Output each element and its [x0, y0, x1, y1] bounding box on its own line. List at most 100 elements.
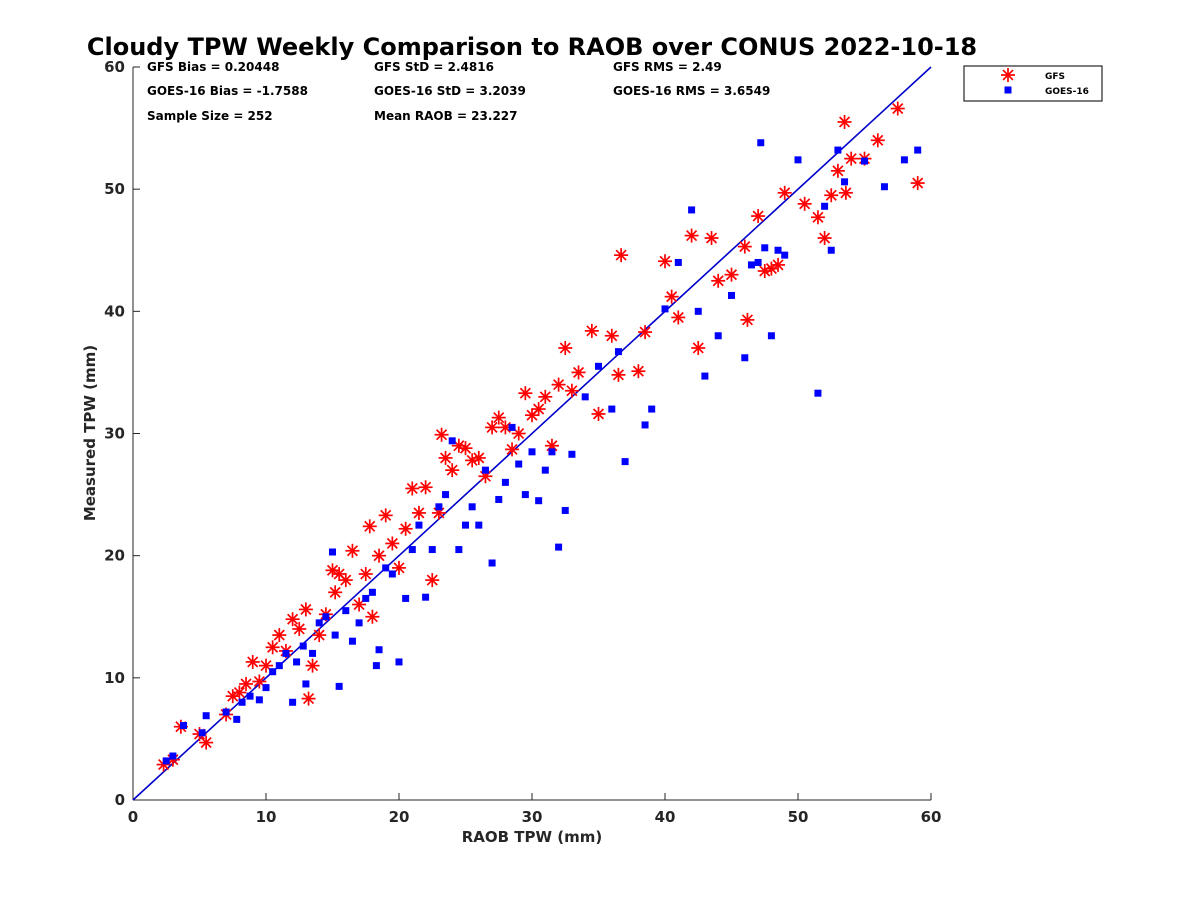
gfs-point — [345, 543, 360, 558]
goes16-point — [309, 649, 317, 657]
gfs-point — [385, 536, 400, 551]
y-axis-label: Measured TPW (mm) — [81, 345, 99, 521]
gfs-point — [365, 609, 380, 624]
goes16-point — [501, 478, 509, 486]
goes16-point — [222, 708, 230, 716]
goes16-point — [767, 332, 775, 340]
gfs-point — [434, 427, 449, 442]
goes16-point — [246, 692, 254, 700]
goes16-point — [238, 698, 246, 706]
goes16-point — [508, 423, 516, 431]
goes16-point — [648, 405, 656, 413]
goes16-point — [395, 658, 403, 666]
goes16-point — [322, 613, 330, 621]
gfs-point — [684, 228, 699, 243]
gfs-point — [265, 640, 280, 655]
y-tick-label: 10 — [104, 669, 125, 687]
gfs-point — [658, 254, 672, 269]
gfs-point — [724, 267, 739, 282]
goes16-point — [408, 546, 416, 554]
goes16-point — [515, 460, 523, 468]
goes16-point — [293, 658, 301, 666]
gfs-point — [328, 585, 343, 600]
gfs-point — [711, 273, 726, 288]
goes16-point — [302, 680, 310, 688]
x-tick-label: 0 — [128, 808, 138, 826]
gfs-point — [531, 402, 546, 417]
gfs-point — [584, 323, 599, 338]
goes-std-text: GOES-16 StD = 3.2039 — [374, 84, 526, 98]
goes16-point — [335, 682, 343, 690]
y-tick-label: 0 — [115, 791, 125, 809]
goes16-point — [841, 178, 849, 186]
goes16-point — [388, 570, 396, 578]
goes16-point — [541, 466, 549, 474]
gfs-point — [292, 621, 307, 636]
gfs-point — [564, 383, 579, 398]
legend-goes16-marker — [1004, 86, 1012, 94]
gfs-point — [664, 289, 679, 304]
goes16-point — [488, 559, 496, 567]
gfs-point — [358, 566, 373, 581]
goes16-point — [315, 619, 323, 627]
gfs-point — [844, 151, 859, 166]
goes16-point — [581, 393, 589, 401]
goes16-point — [861, 157, 868, 165]
goes16-point — [535, 497, 543, 505]
gfs-point — [239, 676, 254, 691]
gfs-point — [751, 209, 766, 224]
goes16-point — [342, 607, 350, 615]
goes16-point — [641, 421, 649, 429]
gfs-point — [301, 691, 316, 706]
goes16-point — [814, 389, 822, 397]
gfs-point — [518, 386, 533, 401]
gfs-point — [740, 312, 755, 327]
gfs-point — [737, 239, 752, 254]
legend-gfs-asterisk — [1001, 68, 1015, 82]
gfs-point — [797, 196, 812, 211]
goes16-point — [821, 202, 829, 210]
y-tick-label: 50 — [104, 180, 125, 198]
goes16-point — [202, 712, 210, 720]
gfs-point — [411, 505, 426, 520]
gfs-point — [418, 480, 433, 495]
goes16-point — [198, 729, 206, 737]
gfs-point — [445, 463, 460, 478]
goes16-point — [169, 752, 177, 760]
x-tick-label: 40 — [655, 808, 676, 826]
goes16-point — [701, 372, 709, 380]
goes16-point — [329, 548, 336, 556]
goes16-point — [614, 348, 622, 356]
series-goes16 — [162, 139, 922, 765]
gfs-point — [471, 450, 486, 465]
goes16-point — [528, 448, 536, 456]
goes16-point — [422, 593, 430, 601]
gfs-point — [272, 628, 287, 643]
goes16-point — [355, 619, 363, 627]
goes16-point — [331, 631, 339, 639]
goes16-point — [372, 662, 380, 670]
legend[interactable]: GFS GOES-16 — [963, 65, 1103, 102]
gfs-point — [771, 257, 786, 272]
goes16-point — [754, 258, 762, 266]
gfs-point — [691, 340, 706, 355]
goes16-point — [900, 156, 908, 164]
x-tick-label: 60 — [921, 808, 942, 826]
gfs-point — [362, 519, 377, 534]
goes16-point — [348, 637, 356, 645]
x-tick-label: 10 — [256, 808, 277, 826]
goes16-point — [781, 251, 789, 259]
goes16-point — [774, 246, 782, 254]
goes16-point — [455, 546, 463, 554]
legend-goes16-square — [1004, 86, 1012, 94]
gfs-point — [830, 163, 845, 178]
gfs-point — [491, 410, 506, 425]
goes16-point — [728, 291, 735, 299]
y-tick-label: 30 — [104, 425, 125, 443]
goes16-point — [608, 405, 616, 413]
goes16-point — [282, 649, 290, 657]
goes16-point — [757, 139, 765, 147]
mean-raob-text: Mean RAOB = 23.227 — [374, 109, 518, 123]
gfs-std-text: GFS StD = 2.4816 — [374, 60, 494, 74]
gfs-point — [571, 365, 586, 380]
